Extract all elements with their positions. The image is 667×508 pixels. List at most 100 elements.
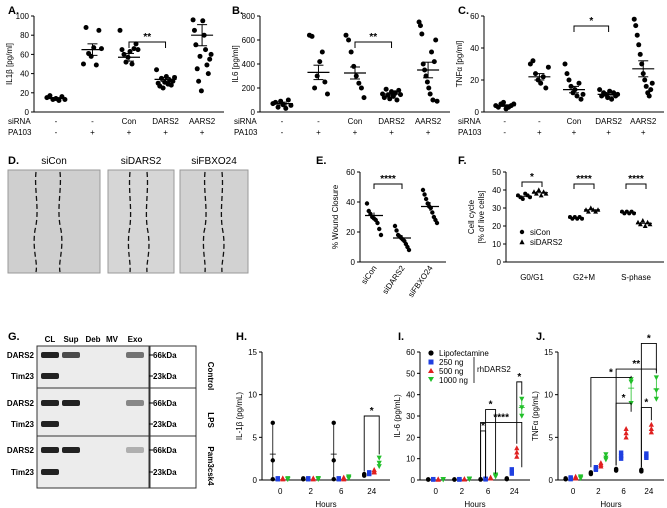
- pa103-value: +: [572, 128, 577, 137]
- data-point: [315, 476, 321, 482]
- wound-edge: [220, 171, 225, 273]
- data-point: [623, 430, 629, 436]
- sirna-value: DARS2: [152, 117, 179, 126]
- data-point: [646, 93, 652, 99]
- x-category-label: G2+M: [573, 273, 595, 282]
- x-tick-label: 24: [510, 487, 519, 496]
- data-point: [96, 27, 102, 33]
- blot-size-label: 23kDa: [153, 372, 177, 381]
- data-point: [193, 42, 199, 48]
- y-tick-label: 100: [16, 12, 30, 21]
- data-point: [381, 95, 387, 101]
- data-point: [309, 33, 315, 39]
- y-tick-label: 80: [20, 31, 29, 40]
- y-tick-label: 60: [406, 348, 415, 357]
- data-point: [562, 61, 568, 67]
- chart-cell-cycle: 0 10 20 30 40 50 Cell cycle [% of live cells] G0…: [467, 168, 664, 282]
- data-point: [603, 457, 609, 463]
- blot-band: [41, 400, 59, 406]
- significance-label: *: [589, 16, 593, 27]
- blot-band: [41, 373, 59, 379]
- x-tick-label: 6: [486, 487, 491, 496]
- data-point: [466, 476, 473, 482]
- data-point: [514, 445, 520, 451]
- sirna-value: -: [91, 117, 94, 126]
- pa103-value: +: [163, 128, 168, 137]
- data-point: [543, 85, 549, 91]
- significance-label: *: [530, 172, 534, 183]
- panel-label-b: B.: [232, 5, 243, 17]
- data-point: [538, 192, 544, 198]
- data-point: [434, 220, 440, 226]
- significance-bracket: [354, 41, 393, 48]
- sirna-value: AARS2: [189, 117, 216, 126]
- data-point: [204, 62, 210, 68]
- data-point: [426, 477, 431, 482]
- pa103-value: +: [353, 128, 358, 137]
- data-point: [194, 66, 200, 72]
- data-point: [648, 87, 654, 93]
- y-tick-label: 30: [406, 412, 415, 421]
- pa103-value: +: [641, 128, 646, 137]
- data-point: [367, 471, 372, 477]
- y-tick-label: 20: [20, 89, 29, 98]
- data-point: [417, 23, 423, 29]
- legend-label-1000ng: 1000 ng: [439, 376, 468, 385]
- y-tick-label: 200: [242, 84, 256, 93]
- x-tick-label: 6: [621, 487, 626, 496]
- sirna-value: DARS2: [378, 117, 405, 126]
- data-point: [117, 27, 123, 33]
- significance-bracket: [640, 343, 657, 468]
- x-tick-label: 2: [309, 487, 314, 496]
- significance-bracket: [615, 368, 657, 466]
- y-tick-label: 5: [549, 433, 554, 442]
- legend-marker-sicon: [519, 229, 525, 235]
- significance-label: *: [622, 393, 626, 404]
- wound-image-sicon: [7, 169, 101, 274]
- data-point: [377, 226, 382, 232]
- data-point: [346, 476, 352, 482]
- data-point: [649, 80, 655, 86]
- data-point: [376, 460, 382, 466]
- blot-col-cl: CL: [45, 335, 56, 344]
- data-point: [343, 32, 349, 38]
- x-tick-label: 6: [339, 487, 344, 496]
- significance-bracket: [625, 183, 647, 189]
- data-point: [123, 59, 129, 65]
- data-point: [598, 460, 604, 466]
- y-axis-title: % Wound Closure: [331, 184, 340, 249]
- data-point: [396, 87, 402, 93]
- sirna-value: AARS2: [630, 117, 657, 126]
- data-point: [483, 477, 488, 482]
- data-point: [310, 475, 316, 481]
- data-point: [47, 93, 53, 99]
- blot-band: [41, 447, 59, 453]
- significance-bracket: [573, 25, 610, 32]
- panel-label-h: H.: [236, 331, 247, 343]
- data-point: [640, 218, 646, 223]
- sirna-value: -: [538, 117, 541, 126]
- sirna-value: -: [503, 117, 506, 126]
- significance-label: *: [647, 333, 651, 344]
- data-point: [80, 61, 86, 67]
- chart-tnfa: 0 20 40 60 TNFα [pg/ml] - - - + Con + DARS2 + AARS2 + s…: [455, 12, 664, 137]
- blot-band: [41, 352, 59, 358]
- blot-label-frame: [149, 345, 197, 489]
- data-point: [593, 467, 599, 472]
- data-point: [83, 25, 89, 31]
- data-point: [593, 465, 599, 470]
- data-point: [545, 64, 551, 70]
- data-point: [431, 477, 436, 482]
- significance-label: *: [609, 368, 613, 379]
- data-point: [362, 473, 367, 478]
- data-point: [376, 455, 382, 461]
- legend-label-250ng: 250 ng: [439, 358, 463, 367]
- sirna-row-label: siRNA: [458, 117, 481, 126]
- data-point: [312, 85, 318, 91]
- data-point: [631, 16, 637, 22]
- data-point: [644, 451, 649, 456]
- y-tick-label: 50: [406, 369, 415, 378]
- blot-frame: [36, 345, 150, 489]
- data-point: [420, 61, 426, 67]
- data-point: [637, 51, 643, 57]
